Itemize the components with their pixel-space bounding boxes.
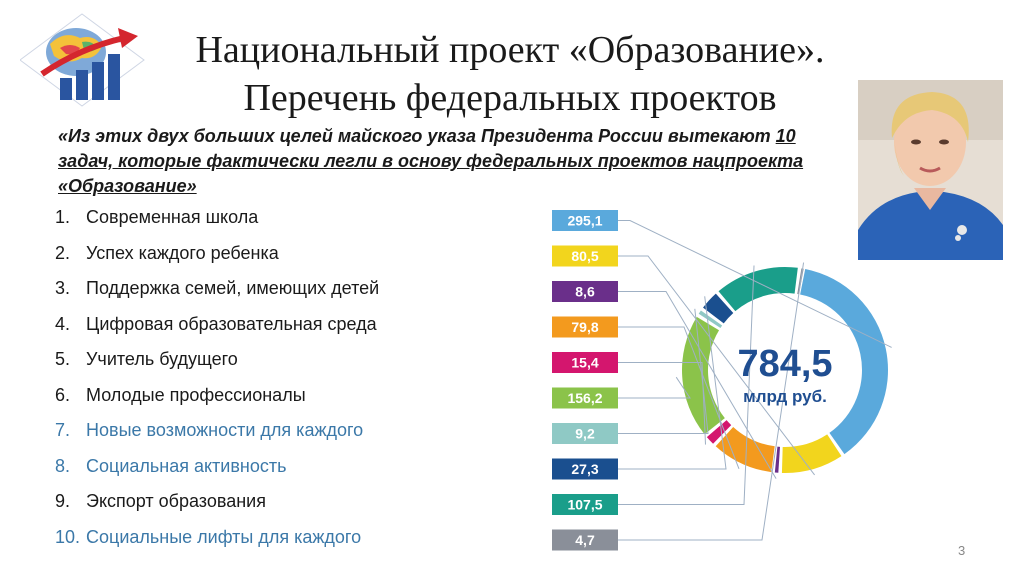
value-label: 80,5: [571, 248, 598, 264]
project-label: Учитель будущего: [86, 349, 238, 370]
project-label: Экспорт образования: [86, 491, 266, 512]
project-label: Поддержка семей, имеющих детей: [86, 278, 380, 299]
project-item: 5. Учитель будущего: [55, 342, 535, 378]
connector-line: [618, 362, 707, 445]
project-number: 1.: [55, 207, 71, 228]
title-line-2: Перечень федеральных проектов: [243, 77, 777, 119]
donut-slice: [774, 446, 781, 473]
value-label: 15,4: [571, 355, 598, 371]
value-label-box: [552, 458, 618, 480]
project-number: 7.: [55, 420, 71, 441]
connector-line: [618, 291, 777, 479]
project-label: Новые возможности для каждого: [86, 420, 364, 441]
project-item: 6. Молодые профессионалы: [55, 378, 535, 414]
donut-slice: [781, 434, 842, 473]
quote-part-1: «Из этих двух больших целей майского ука…: [58, 126, 776, 146]
total-unit: млрд руб.: [743, 387, 827, 406]
project-item: 7. Новые возможности для каждого: [55, 413, 535, 449]
project-label: Современная школа: [86, 207, 259, 228]
quote-text: «Из этих двух больших целей майского ука…: [58, 124, 848, 199]
donut-slice: [718, 267, 798, 312]
page-number: 3: [958, 543, 966, 558]
project-item: 8. Социальная активность: [55, 449, 535, 485]
value-label: 4,7: [575, 532, 595, 548]
donut-slice: [706, 420, 732, 444]
project-item: 3. Поддержка семей, имеющих детей: [55, 271, 535, 307]
project-number: 5.: [55, 349, 71, 370]
value-label-box: [552, 245, 618, 267]
slide-title: Национальный проект «Образование». Переч…: [150, 26, 870, 122]
project-number: 8.: [55, 455, 71, 476]
project-item: 1. Современная школа: [55, 200, 535, 236]
quote-number: 10: [775, 126, 796, 146]
project-label: Цифровая образовательная среда: [86, 313, 377, 334]
value-label-box: [552, 281, 618, 302]
donut-slice: [715, 426, 775, 473]
value-label: 107,5: [567, 497, 602, 513]
connector-line: [618, 308, 709, 434]
connector-line: [618, 262, 805, 541]
value-label: 27,3: [571, 461, 598, 477]
connector-line: [618, 220, 892, 348]
value-label-box: [552, 316, 618, 338]
connector-line: [618, 255, 816, 476]
value-label: 8,6: [575, 284, 595, 300]
value-label-box: [552, 352, 618, 373]
portrait-photo: [858, 80, 1003, 260]
value-label-box: [552, 494, 618, 515]
project-number: 4.: [55, 313, 71, 334]
value-label: 79,8: [571, 319, 598, 335]
donut-slice: [698, 310, 723, 328]
value-label-box: [552, 210, 618, 231]
title-line-1: Национальный проект «Образование».: [195, 29, 825, 71]
project-label: Социальная активность: [86, 455, 287, 476]
logo: [20, 8, 148, 110]
project-item: 9. Экспорт образования: [55, 484, 535, 520]
project-label: Социальные лифты для каждого: [86, 526, 362, 547]
connector-line: [618, 376, 691, 399]
project-number: 2.: [55, 242, 71, 263]
value-label: 295,1: [567, 213, 602, 229]
value-label-box: [552, 387, 618, 409]
total-value: 784,5: [737, 343, 832, 385]
project-number: 3.: [55, 278, 71, 299]
projects-list: 1. Современная школа 2. Успех каждого ребен…: [55, 200, 535, 555]
project-item: 2. Успех каждого ребенка: [55, 236, 535, 272]
value-label: 9,2: [575, 426, 595, 442]
budget-chart: 295,1 80,5 8,6 79,8 15,4 156,2 9,2 27,3 107,5 4,7…: [552, 210, 892, 551]
project-number: 10.: [55, 526, 81, 547]
project-item: 4. Цифровая образовательная среда: [55, 307, 535, 343]
value-label-box: [552, 423, 618, 444]
connector-line: [618, 296, 727, 470]
connector-line: [618, 265, 755, 505]
project-item: 10. Социальные лифты для каждого: [55, 520, 535, 556]
value-label-box: [552, 529, 618, 551]
project-number: 6.: [55, 384, 71, 405]
project-number: 9.: [55, 491, 71, 512]
project-label: Молодые профессионалы: [86, 384, 306, 405]
project-label: Успех каждого ребенка: [86, 242, 279, 263]
donut-slice: [800, 269, 888, 455]
value-label: 156,2: [567, 390, 602, 406]
donut-slice: [703, 293, 734, 324]
quote-part-2: задач, которые фактически легли в основу…: [58, 151, 804, 196]
